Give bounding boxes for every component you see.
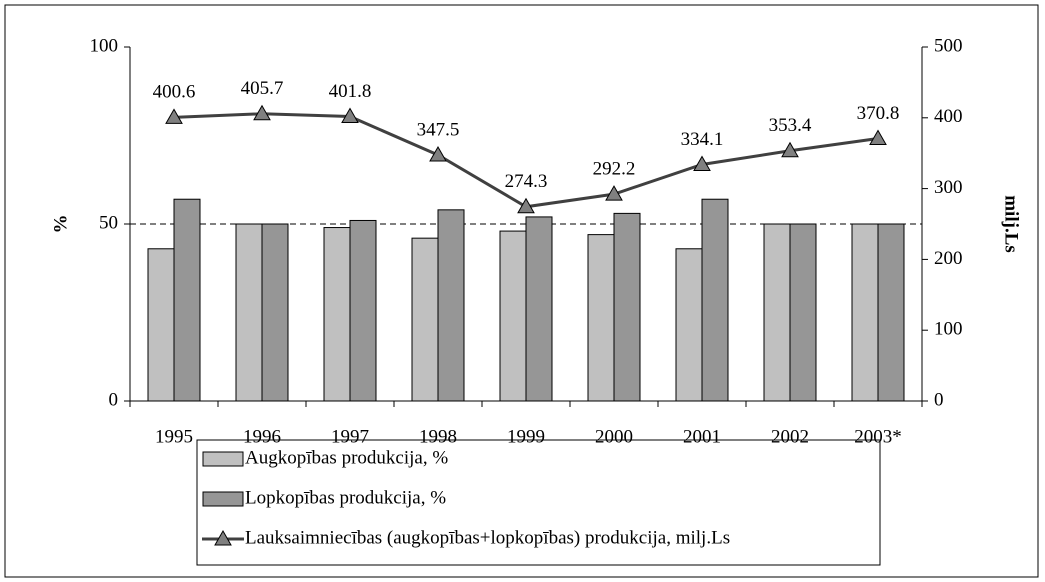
bar <box>851 223 879 402</box>
bar <box>323 227 351 402</box>
x-tick-label: 1998 <box>419 426 457 447</box>
data-label: 274.3 <box>505 171 548 192</box>
data-label: 334.1 <box>681 129 724 150</box>
line-marker <box>781 141 799 158</box>
legend-label: Lauksaimniecības (augkopības+lopkopības)… <box>245 527 730 548</box>
bar <box>437 209 465 402</box>
bar <box>877 223 905 402</box>
x-tick-label: 1999 <box>507 426 545 447</box>
data-label: 401.8 <box>329 81 372 102</box>
bar <box>701 198 729 402</box>
bar <box>411 237 439 402</box>
line-marker <box>165 108 183 124</box>
bar <box>499 230 527 402</box>
y2-tick-label: 200 <box>934 248 963 269</box>
y2-tick-label: 500 <box>934 35 963 56</box>
x-tick-label: 1995 <box>155 426 193 447</box>
bar <box>587 234 615 402</box>
legend-swatch <box>202 491 244 507</box>
x-tick-label: 2003* <box>854 426 902 447</box>
y2-tick-label: 100 <box>934 319 963 340</box>
y2-tick-label: 400 <box>934 106 963 127</box>
line-marker <box>429 145 447 162</box>
bar <box>349 219 377 402</box>
data-label: 292.2 <box>593 158 636 179</box>
legend <box>196 439 881 566</box>
y2-tick-label: 0 <box>934 389 944 410</box>
data-label: 353.4 <box>769 115 812 136</box>
x-tick-label: 2000 <box>595 426 633 447</box>
x-tick-label: 1997 <box>331 426 369 447</box>
bar <box>675 248 703 402</box>
y-tick-label: 50 <box>99 212 118 233</box>
data-label: 405.7 <box>241 78 284 99</box>
y-tick-label: 0 <box>109 389 119 410</box>
bar <box>147 248 175 402</box>
legend-label: Augkopības produkcija, % <box>245 447 448 468</box>
line-marker <box>341 107 359 124</box>
line-marker <box>693 155 711 171</box>
bar <box>525 216 553 402</box>
bar <box>613 212 641 402</box>
line-marker <box>517 197 535 214</box>
data-label: 370.8 <box>857 103 900 124</box>
line-marker <box>869 129 887 145</box>
y2-tick-label: 300 <box>934 177 963 198</box>
y-axis-label: % <box>50 215 71 234</box>
bar <box>261 223 289 402</box>
x-tick-label: 2002 <box>771 426 809 447</box>
bar <box>173 198 201 402</box>
y2-axis-label: milj.Ls <box>1001 195 1022 253</box>
bar <box>789 223 817 402</box>
bar <box>763 223 791 402</box>
legend-label: Lopkopības produkcija, % <box>245 487 446 508</box>
legend-swatch <box>202 451 244 467</box>
legend-marker <box>214 529 232 546</box>
data-label: 400.6 <box>153 82 196 103</box>
y-tick-label: 100 <box>90 35 119 56</box>
line-marker <box>605 185 623 201</box>
x-tick-label: 1996 <box>243 426 281 447</box>
x-tick-label: 2001 <box>683 426 721 447</box>
data-label: 347.5 <box>417 119 460 140</box>
bar <box>235 223 263 402</box>
line-marker <box>253 104 271 121</box>
